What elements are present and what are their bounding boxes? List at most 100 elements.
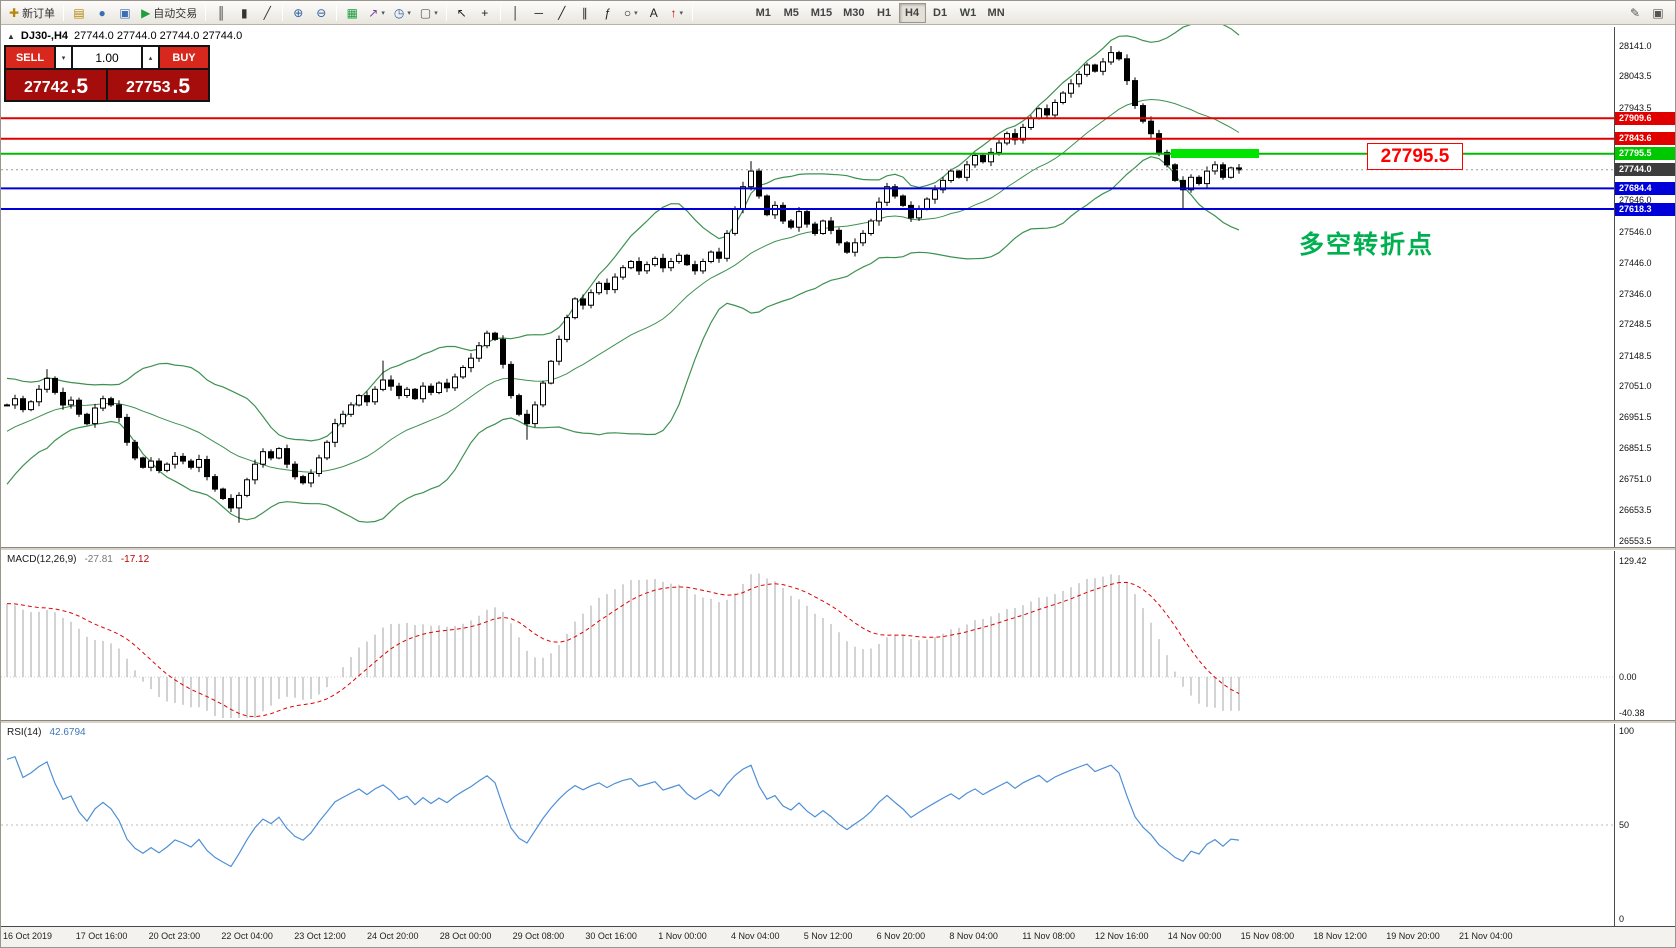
time-label: 20 Oct 23:00 — [148, 931, 201, 941]
macd-scale-label: 129.42 — [1619, 556, 1647, 567]
timeframe-m5-button[interactable]: M5 — [783, 6, 799, 19]
time-label: 15 Nov 08:00 — [1240, 931, 1295, 941]
arrow-objects-button[interactable]: ↑ ▾ — [666, 2, 688, 23]
rsi-value: 42.6794 — [49, 727, 86, 738]
cursor-icon: ↖ — [456, 5, 467, 20]
price-callout-box[interactable]: 27795.5 — [1367, 143, 1463, 170]
rsi-indicator-label: RSI(14) 42.6794 — [7, 727, 86, 738]
main-chart-panel[interactable] — [1, 27, 1614, 547]
line-chart-button[interactable]: ╱ — [256, 2, 278, 23]
price-tag: 27909.6 — [1615, 111, 1675, 125]
macd-scale-label: 0.00 — [1619, 672, 1637, 682]
highlight-rectangle[interactable] — [1171, 149, 1259, 158]
time-label: 24 Oct 20:00 — [367, 931, 419, 941]
price-tag: 27795.5 — [1615, 147, 1675, 161]
chart-info-line: ▲ DJ30-,H4 27744.0 27744.0 27744.0 27744… — [7, 30, 242, 42]
autotrading-button[interactable]: ▶ 自动交易 — [137, 2, 201, 23]
templates-button[interactable]: ▢ ▾ — [416, 2, 442, 23]
sell-price[interactable]: 27742 .5 — [6, 70, 106, 100]
volume-input[interactable] — [73, 47, 141, 68]
time-label: 30 Oct 16:00 — [585, 931, 637, 941]
timeframe-w1-button[interactable]: W1 — [959, 6, 977, 19]
timeframe-m30-button[interactable]: M30 — [843, 6, 865, 19]
dropdown-caret-icon: ▾ — [381, 9, 385, 17]
crosshair-icon: + — [481, 5, 489, 20]
macd-indicator-panel[interactable] — [1, 551, 1614, 720]
rsi-indicator-panel[interactable] — [1, 724, 1614, 926]
timeframe-d1-button[interactable]: D1 — [933, 6, 948, 19]
zoom-in-button[interactable]: ⊕ — [287, 2, 309, 23]
time-label: 28 Oct 00:00 — [439, 931, 492, 941]
time-label: 6 Nov 20:00 — [876, 931, 926, 941]
panel-divider[interactable] — [1, 720, 1675, 724]
buy-price[interactable]: 27753 .5 — [108, 70, 208, 100]
buy-price-main: 27753 — [125, 79, 171, 96]
trade-panel-controls: SELL ▾ ▴ BUY — [6, 47, 208, 68]
dropdown-caret-icon: ▾ — [434, 9, 438, 17]
candlestick-chart-button[interactable]: ▮ — [233, 2, 255, 23]
chart-ohlc-values: 27744.0 27744.0 27744.0 27744.0 — [74, 30, 243, 42]
time-label: 23 Oct 12:00 — [294, 931, 346, 941]
macd-indicator-label: MACD(12,26,9) -27.81 -17.12 — [7, 554, 149, 565]
toolbar-separator — [499, 4, 501, 21]
timeframe-h1-button[interactable]: H1 — [877, 6, 892, 19]
terminal-button[interactable]: ▣ — [114, 2, 136, 23]
profiles-button[interactable]: ● — [91, 2, 113, 23]
new-order-button-label: 新订单 — [22, 7, 56, 20]
quick-window-button[interactable]: ▣ — [1647, 2, 1669, 23]
dropdown-caret-icon: ▾ — [634, 9, 638, 17]
buy-price-fraction: .5 — [172, 75, 190, 99]
zoom-out-button[interactable]: ⊖ — [310, 2, 332, 23]
rsi-scale-label: 0 — [1619, 914, 1625, 924]
channel-button[interactable]: ∥ — [574, 2, 596, 23]
turning-point-annotation[interactable]: 多空转折点 — [1299, 231, 1435, 259]
timeframe-m15-button[interactable]: M15 — [810, 6, 833, 19]
toolbar-right-group: ✎ ▣ — [1624, 2, 1669, 23]
crosshair-button[interactable]: + — [474, 2, 496, 23]
volume-decrease-button[interactable]: ▾ — [56, 47, 71, 68]
volume-increase-button[interactable]: ▴ — [143, 47, 158, 68]
shapes-button[interactable]: ○ ▾ — [620, 2, 642, 23]
time-axis[interactable] — [1, 926, 1675, 947]
pencil-icon: ✎ — [1629, 5, 1641, 20]
time-label: 11 Nov 08:00 — [1022, 931, 1076, 941]
cursor-button[interactable]: ↖ — [451, 2, 473, 23]
arrow-mark-icon: ↑ — [670, 5, 677, 20]
charts-button[interactable]: ▤ — [68, 2, 90, 23]
text-button[interactable]: A — [643, 2, 665, 23]
vline-icon: │ — [511, 5, 520, 20]
horizontal-line-button[interactable]: ─ — [528, 2, 550, 23]
price-tag: 27618.3 — [1615, 202, 1675, 216]
trendline-button[interactable]: ╱ — [551, 2, 573, 23]
timeframe-mn-button[interactable]: MN — [987, 6, 1005, 19]
indicators-button[interactable]: ↗ ▾ — [364, 2, 389, 23]
toolbar-separator — [336, 4, 338, 21]
price-scale[interactable] — [1614, 27, 1675, 926]
price-tick-label: 26751.0 — [1619, 474, 1652, 485]
timeframe-m1-button[interactable]: M1 — [755, 6, 771, 19]
toolbar-separator — [691, 4, 693, 21]
sell-price-fraction: .5 — [70, 75, 88, 99]
periods-button[interactable]: ◷ ▾ — [390, 2, 415, 23]
sell-button[interactable]: SELL — [6, 47, 54, 68]
window-icon: ▣ — [1652, 5, 1664, 20]
macd-signal-value: -17.12 — [120, 554, 150, 565]
price-tick-label: 26851.5 — [1619, 443, 1652, 454]
fibonacci-button[interactable]: ƒ — [597, 2, 619, 23]
price-tick-label: 27646.0 — [1619, 195, 1652, 206]
vertical-line-button[interactable]: │ — [505, 2, 527, 23]
price-tick-label: 27248.5 — [1619, 319, 1652, 330]
tile-windows-button[interactable]: ▦ — [341, 2, 363, 23]
toolbar-separator — [205, 4, 207, 21]
new-order-button[interactable]: ✚ 新订单 — [5, 2, 59, 23]
ohlc-chart-button[interactable]: ║ — [210, 2, 232, 23]
chart-collapse-button[interactable]: ▲ — [7, 31, 15, 41]
toolbar-main-group: ✚ 新订单 ▤ ● ▣ ▶ 自动交易 ║ ▮ ╱ ⊕ ⊖ ▦ ↗ ▾ ◷ ▾ ▢ ▾ ↖ + │ ─ ╱ ∥ ƒ ○ ▾ A ↑ ▾ — [5, 2, 696, 23]
profiles-icon: ● — [98, 5, 106, 20]
time-label: 16 Oct 2019 — [3, 931, 53, 941]
panel-divider[interactable] — [1, 547, 1675, 551]
quick-edit-button[interactable]: ✎ — [1624, 2, 1646, 23]
buy-button[interactable]: BUY — [160, 47, 208, 68]
charts-icon: ▤ — [73, 5, 85, 20]
timeframe-h4-button[interactable]: H4 — [898, 2, 926, 23]
